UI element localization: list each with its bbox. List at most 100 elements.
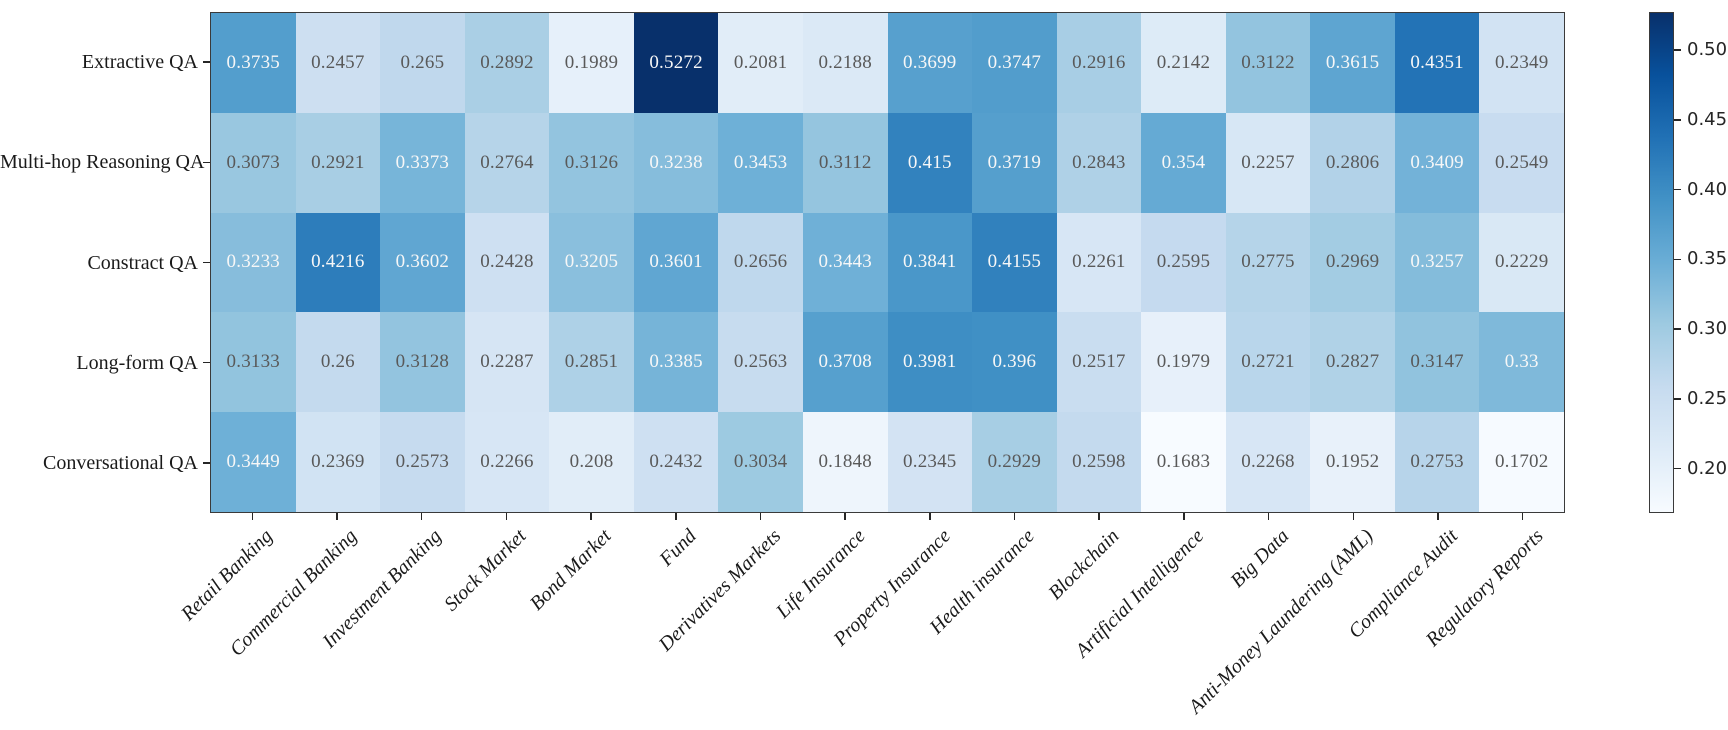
heatmap-cell: 0.2916 (1056, 13, 1142, 113)
x-tick-mark (1521, 513, 1524, 520)
cell-value: 0.2349 (1494, 51, 1549, 73)
cell-value: 0.3449 (226, 451, 280, 473)
cell-value: 0.2428 (480, 251, 534, 273)
x-tick-mark (420, 513, 423, 520)
colorbar-tick-mark (1674, 188, 1681, 191)
heatmap-cell: 0.2753 (1394, 412, 1480, 512)
heatmap-cell: 0.3147 (1394, 312, 1480, 413)
cell-value: 0.2457 (311, 51, 365, 73)
heatmap-cell: 0.2827 (1310, 312, 1395, 413)
heatmap-cell: 0.2261 (1056, 212, 1142, 313)
heatmap-cell: 0.2892 (464, 13, 550, 113)
cell-value: 0.208 (569, 451, 614, 473)
cell-value: 0.2261 (1072, 251, 1126, 273)
x-tick-mark (1352, 513, 1355, 520)
heatmap-cell: 0.2595 (1141, 212, 1226, 313)
heatmap-cell: 0.3708 (802, 312, 888, 413)
heatmap-cell: 0.3233 (211, 212, 296, 313)
heatmap-cell: 0.4216 (295, 212, 381, 313)
heatmap-cell: 0.2081 (718, 13, 803, 113)
cell-value: 0.3747 (987, 51, 1042, 73)
cell-value: 0.2764 (480, 151, 534, 173)
heatmap-cell: 0.3601 (633, 212, 719, 313)
heatmap-cell: 0.354 (1141, 112, 1226, 213)
cell-value: 0.3601 (649, 251, 703, 273)
cell-value: 0.2081 (733, 51, 788, 73)
cell-value: 0.3385 (649, 351, 703, 373)
cell-value: 0.2775 (1241, 251, 1295, 273)
heatmap-cell: 0.3112 (802, 112, 888, 213)
heatmap-cell: 0.2806 (1310, 112, 1395, 213)
heatmap-cell: 0.2969 (1310, 212, 1395, 313)
x-tick-mark (1098, 513, 1100, 520)
cell-value: 0.3841 (903, 251, 957, 273)
cell-value: 0.3238 (649, 151, 703, 173)
cell-value: 0.3233 (226, 251, 280, 273)
x-tick-mark (251, 513, 254, 520)
x-tick-mark (505, 513, 508, 520)
cell-value: 0.2969 (1325, 251, 1380, 273)
cell-value: 0.2598 (1072, 451, 1126, 473)
heatmap-cell: 0.33 (1479, 312, 1564, 413)
colorbar-tick-label: 0.25 (1687, 387, 1728, 409)
row-label: Multi-hop Reasoning QA (0, 151, 205, 174)
heatmap-cell: 0.2188 (802, 13, 888, 113)
colorbar-tick-mark (1674, 258, 1681, 261)
heatmap-cell: 0.3238 (633, 112, 719, 213)
heatmap-cell: 0.5272 (633, 13, 719, 113)
cell-value: 0.4216 (311, 251, 365, 273)
cell-value: 0.1683 (1156, 451, 1211, 473)
heatmap-cell: 0.3615 (1310, 13, 1395, 113)
cell-value: 0.2892 (480, 51, 534, 73)
x-tick-mark (759, 513, 762, 520)
x-tick-mark (1437, 513, 1439, 520)
heatmap-cell: 0.1979 (1141, 312, 1226, 413)
colorbar-tick-label: 0.30 (1687, 318, 1728, 340)
x-tick-mark (336, 513, 338, 520)
y-tick-mark (203, 161, 210, 164)
cell-value: 0.2916 (1072, 51, 1126, 73)
cell-value: 0.2573 (395, 451, 450, 473)
heatmap-cell: 0.208 (549, 412, 634, 512)
cell-value: 0.2929 (987, 451, 1042, 473)
cell-value: 0.3453 (733, 151, 788, 173)
heatmap-cell: 0.2598 (1056, 412, 1142, 512)
heatmap-cell: 0.4155 (972, 212, 1057, 313)
heatmap-cell: 0.3699 (887, 13, 973, 113)
heatmap-cell: 0.3747 (972, 13, 1057, 113)
cell-value: 0.2266 (480, 451, 534, 473)
cell-value: 0.4351 (1410, 51, 1464, 73)
cell-value: 0.354 (1161, 151, 1206, 173)
cell-value: 0.3073 (226, 151, 280, 173)
cell-value: 0.265 (400, 51, 445, 73)
heatmap-cell: 0.3449 (211, 412, 296, 512)
colorbar-tick-label: 0.45 (1687, 108, 1728, 130)
heatmap-cell: 0.2257 (1225, 112, 1311, 213)
heatmap-cell: 0.2457 (295, 13, 381, 113)
heatmap-grid: 0.3735 0.2457 0.265 0.2892 0.1989 0.5272 0.208… (211, 13, 1564, 512)
x-tick-mark (590, 513, 592, 520)
heatmap-cell: 0.3841 (887, 212, 973, 313)
heatmap-cell: 0.1702 (1479, 412, 1564, 512)
cell-value: 0.3708 (818, 351, 872, 373)
cell-value: 0.396 (992, 351, 1037, 373)
cell-value: 0.1952 (1325, 451, 1380, 473)
heatmap-cell: 0.2432 (633, 412, 719, 512)
heatmap-cell: 0.2764 (464, 112, 550, 213)
cell-value: 0.3735 (226, 51, 280, 73)
cell-value: 0.2432 (649, 451, 703, 473)
cell-value: 0.2806 (1325, 151, 1380, 173)
cell-value: 0.26 (320, 351, 355, 373)
colorbar-tick-label: 0.40 (1687, 178, 1728, 200)
x-tick-mark (844, 513, 846, 520)
heatmap-cell: 0.2573 (380, 412, 465, 512)
heatmap-cell: 0.26 (295, 312, 381, 413)
cell-value: 0.2721 (1241, 351, 1295, 373)
heatmap-cell: 0.3735 (211, 13, 296, 113)
column-label: Blockchain (1044, 525, 1124, 605)
heatmap-cell: 0.2563 (718, 312, 803, 413)
heatmap-cell: 0.2266 (464, 412, 550, 512)
cell-value: 0.2753 (1410, 451, 1464, 473)
colorbar-tick-mark (1674, 119, 1681, 121)
